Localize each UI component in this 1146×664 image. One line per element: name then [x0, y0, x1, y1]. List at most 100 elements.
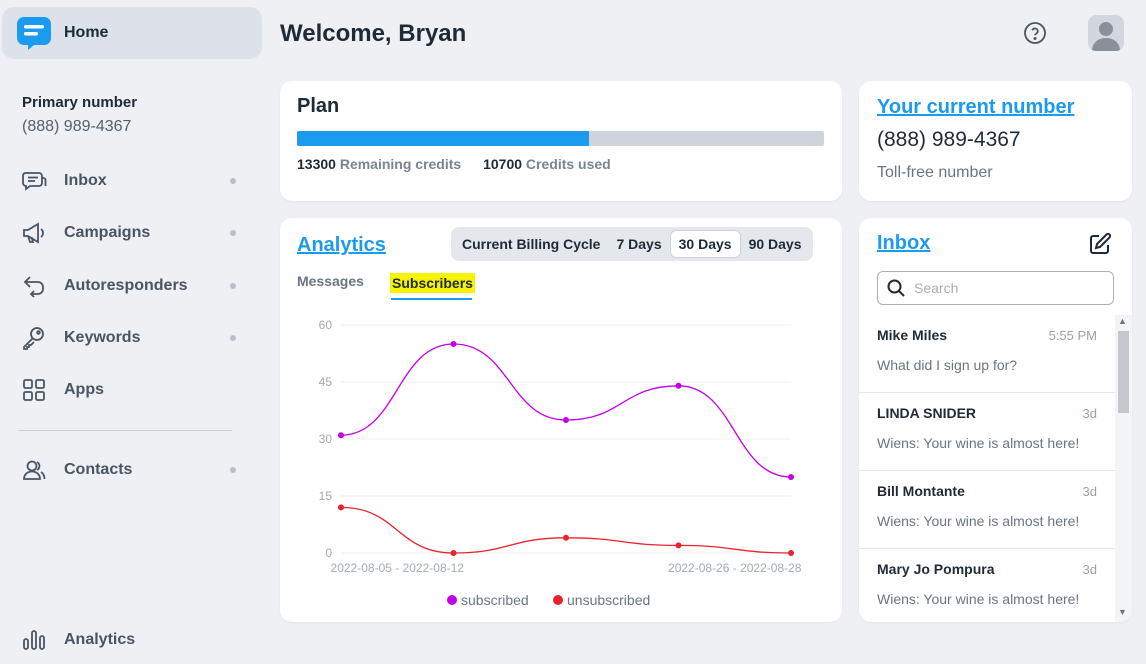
- y-tick-label: 0: [325, 546, 332, 560]
- data-point-unsubscribed: [675, 542, 682, 549]
- credits-progress-fill: [297, 131, 589, 146]
- message-time: 3d: [1082, 562, 1097, 577]
- key-icon: [20, 324, 48, 352]
- search-field: [877, 271, 1114, 305]
- contact-name: Bill Montante: [877, 483, 965, 499]
- sidebar-item-keywords[interactable]: Keywords: [20, 321, 242, 355]
- current-number-link[interactable]: Your current number: [877, 96, 1075, 118]
- series-line-subscribed: [340, 343, 792, 478]
- y-tick-label: 45: [319, 375, 333, 389]
- analytics-link[interactable]: Analytics: [297, 234, 386, 256]
- sidebar-divider: [18, 430, 232, 431]
- sidebar-item-campaigns[interactable]: Campaigns: [20, 216, 242, 250]
- tab-messages[interactable]: Messages: [297, 273, 364, 289]
- series-line-unsubscribed: [340, 506, 792, 554]
- search-input[interactable]: [914, 280, 1104, 296]
- data-point-unsubscribed: [788, 550, 794, 556]
- help-icon[interactable]: [1023, 21, 1047, 45]
- data-point-unsubscribed: [450, 550, 457, 556]
- current-number-value: (888) 989-4367: [877, 128, 1021, 151]
- message-preview: What did I sign up for?: [877, 357, 1018, 373]
- subscribers-line-chart: 0 15 30 45 60 2022-08-05 - 2022-08-12 2022-08-…: [319, 318, 802, 608]
- current-number-card: Your current number (888) 989-4367 Toll-…: [859, 81, 1132, 201]
- sidebar-item-label: Inbox: [64, 172, 107, 189]
- contact-name: Mary Jo Pompura: [877, 561, 995, 577]
- sidebar-item-label: Contacts: [64, 461, 133, 478]
- data-point-unsubscribed: [338, 504, 344, 511]
- scrollbar-thumb[interactable]: [1118, 331, 1129, 413]
- megaphone-icon: [20, 219, 48, 247]
- legend-label-subscribed: subscribed: [461, 592, 529, 608]
- analytics-card: Analytics Current Billing Cycle 7 Days 3…: [280, 218, 842, 622]
- range-current-billing-cycle[interactable]: Current Billing Cycle: [462, 236, 601, 252]
- scroll-down-icon[interactable]: ▼: [1118, 607, 1127, 617]
- data-point-subscribed: [338, 432, 344, 439]
- sidebar-item-contacts[interactable]: Contacts: [20, 453, 242, 487]
- sidebar: Home Primary number (888) 989-4367 Inbox…: [0, 0, 262, 664]
- message-time: 3d: [1082, 484, 1097, 499]
- status-dot: [230, 178, 236, 184]
- app-logo-icon: [17, 17, 51, 50]
- credits-summary: 13300 Remaining credits 10700 Credits us…: [297, 156, 611, 172]
- sidebar-item-analytics[interactable]: Analytics: [20, 623, 242, 657]
- x-tick-label: 2022-08-05 - 2022-08-12: [331, 561, 465, 575]
- inbox-link[interactable]: Inbox: [877, 232, 931, 254]
- sidebar-item-autoresponders[interactable]: Autoresponders: [20, 269, 242, 303]
- message-time: 5:55 PM: [1048, 328, 1097, 343]
- sidebar-item-label: Keywords: [64, 329, 141, 346]
- user-avatar-icon: [1092, 22, 1120, 51]
- bar-chart-icon: [20, 626, 48, 654]
- message-preview: Wiens: Your wine is almost here!: [877, 513, 1080, 529]
- message-preview: Wiens: Your wine is almost here!: [877, 591, 1080, 607]
- active-tab-underline: [391, 298, 472, 300]
- message-item[interactable]: Mary Jo Pompura 3d Wiens: Your wine is a…: [859, 549, 1115, 622]
- inbox-card: Inbox Mike Miles 5:55 PM What did I sign…: [859, 218, 1132, 622]
- apps-grid-icon: [20, 376, 48, 404]
- legend-marker-unsubscribed: [553, 595, 563, 605]
- range-7-days[interactable]: 7 Days: [616, 236, 662, 252]
- y-tick-label: 60: [319, 318, 333, 332]
- contacts-icon: [20, 456, 48, 484]
- message-item[interactable]: Bill Montante 3d Wiens: Your wine is alm…: [859, 471, 1115, 549]
- sidebar-item-label: Autoresponders: [64, 277, 188, 294]
- y-tick-label: 15: [319, 489, 333, 503]
- data-point-unsubscribed: [563, 534, 569, 541]
- message-item[interactable]: LINDA SNIDER 3d Wiens: Your wine is almo…: [859, 393, 1115, 471]
- scroll-up-icon[interactable]: ▲: [1118, 316, 1127, 326]
- credits-progress-bar: [297, 131, 824, 146]
- sidebar-item-inbox[interactable]: Inbox: [20, 164, 242, 198]
- message-time: 3d: [1082, 406, 1097, 421]
- home-label: Home: [64, 24, 109, 41]
- sidebar-item-label: Campaigns: [64, 224, 151, 241]
- compose-icon[interactable]: [1088, 232, 1112, 256]
- sidebar-item-label: Apps: [64, 381, 104, 398]
- message-list: Mike Miles 5:55 PM What did I sign up fo…: [859, 315, 1115, 622]
- data-point-subscribed: [675, 382, 682, 389]
- page-title: Welcome, Bryan: [280, 20, 467, 47]
- contact-name: Mike Miles: [877, 327, 948, 343]
- message-item[interactable]: Mike Miles 5:55 PM What did I sign up fo…: [859, 315, 1115, 393]
- sidebar-item-home[interactable]: Home: [2, 7, 262, 59]
- sidebar-item-apps[interactable]: Apps: [20, 373, 242, 407]
- status-dot: [230, 467, 236, 473]
- message-list-scrollbar[interactable]: ▲ ▼: [1115, 315, 1132, 622]
- autoresponder-icon: [20, 272, 48, 300]
- inbox-icon: [20, 167, 48, 195]
- credits-used-value: 10700: [483, 156, 523, 172]
- plan-card: Plan 13300 Remaining credits 10700 Credi…: [280, 81, 842, 201]
- avatar[interactable]: [1088, 15, 1124, 51]
- range-30-days[interactable]: 30 Days: [669, 230, 741, 258]
- range-selector: Current Billing Cycle 7 Days 30 Days 90 …: [451, 227, 813, 261]
- tab-subscribers[interactable]: Subscribers: [390, 273, 475, 293]
- search-icon: [887, 279, 905, 297]
- remaining-credits-value: 13300: [297, 156, 336, 172]
- legend-marker-subscribed: [447, 595, 457, 605]
- y-tick-label: 30: [319, 432, 333, 446]
- status-dot: [230, 335, 236, 341]
- data-point-subscribed: [563, 417, 569, 423]
- plan-title: Plan: [297, 95, 340, 117]
- data-point-subscribed: [788, 474, 794, 480]
- range-90-days[interactable]: 90 Days: [748, 236, 802, 252]
- remaining-credits-label: Remaining credits: [339, 156, 462, 172]
- status-dot: [230, 283, 236, 289]
